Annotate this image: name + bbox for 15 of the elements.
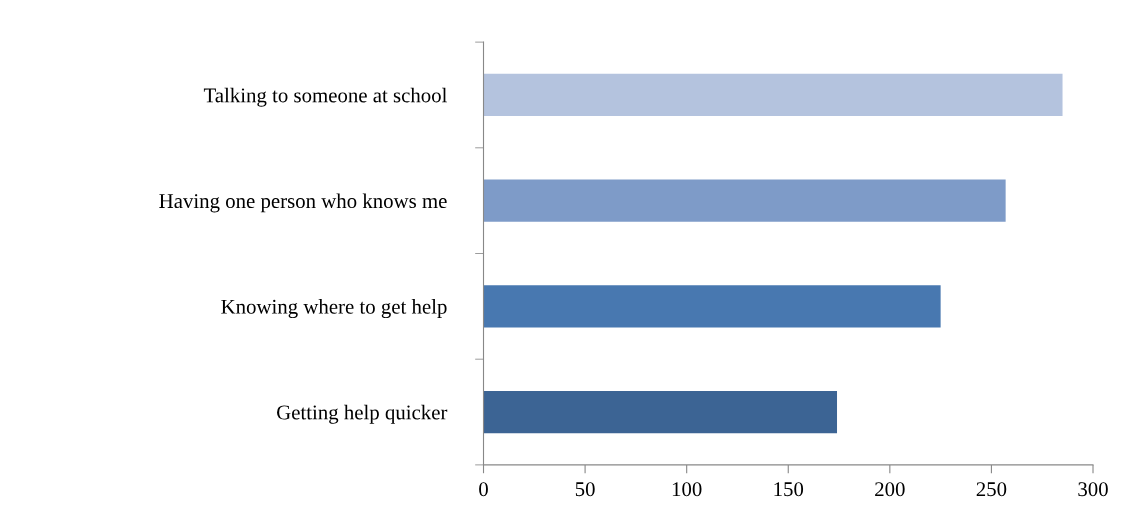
y-tick-label: Having one person who knows me xyxy=(159,193,447,213)
x-tick-label: 200 xyxy=(875,482,905,497)
bar xyxy=(483,285,941,328)
y-tick-label: Talking to someone at school xyxy=(203,87,447,107)
y-tick-label: Getting help quicker xyxy=(277,404,448,424)
x-tick-label: 100 xyxy=(672,482,702,497)
x-tick-label: 150 xyxy=(774,482,804,497)
x-tick-label: 300 xyxy=(1078,482,1108,497)
bar xyxy=(483,390,838,434)
bar xyxy=(483,73,1063,117)
x-tick-label: 0 xyxy=(479,482,488,497)
x-tick-label: 250 xyxy=(976,482,1007,497)
x-tick-label: 50 xyxy=(575,482,595,497)
y-tick-label: Knowing where to get help xyxy=(221,299,447,319)
bar xyxy=(483,179,1006,222)
